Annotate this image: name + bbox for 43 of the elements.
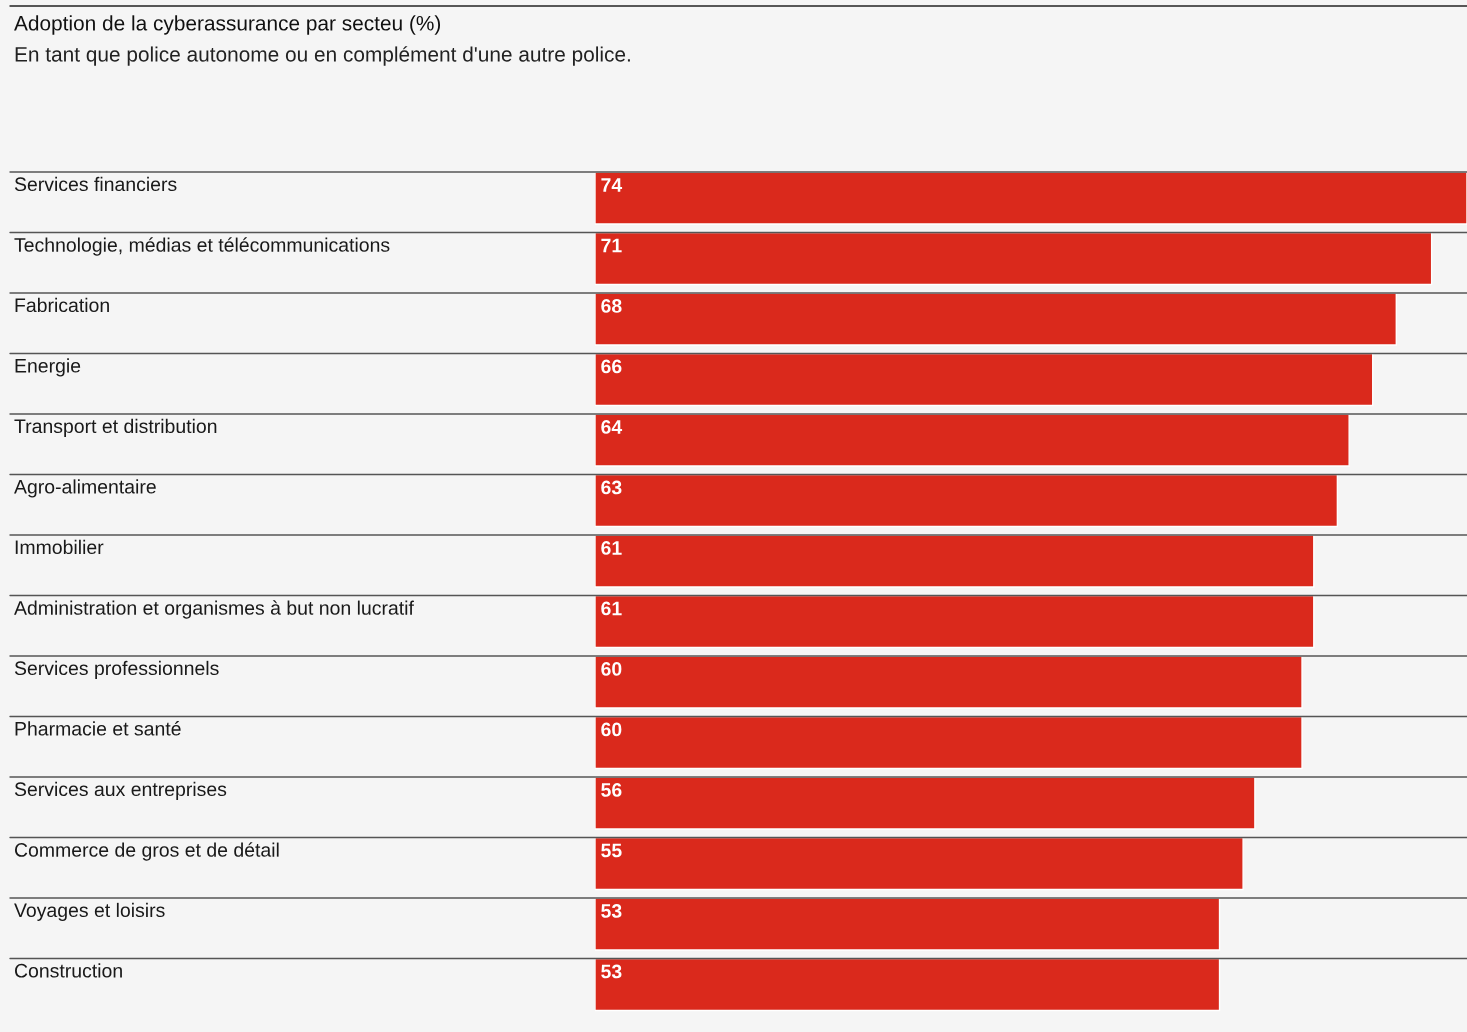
y-tick-label: Services aux entreprises	[14, 781, 227, 800]
y-tick-label: Commerce de gros et de détail	[14, 842, 279, 861]
y-tick-label: Technologie, médias et télécommunications	[14, 237, 390, 256]
bar	[595, 534, 1315, 588]
text: En tant que police autonome ou en complément d'une autre police.	[15, 46, 630, 66]
bar	[595, 231, 1433, 286]
y-tick-label: Transport et distribution	[14, 418, 217, 437]
bar	[595, 655, 1303, 709]
bar	[595, 413, 1350, 467]
y-tick-label: Energie	[15, 358, 81, 377]
data-label: 71	[601, 238, 622, 253]
data-label: 68	[601, 299, 622, 313]
data-label: 61	[601, 601, 622, 616]
bar	[595, 473, 1339, 528]
data-label: 53	[601, 964, 622, 979]
data-label: 66	[601, 359, 622, 374]
bar	[595, 594, 1315, 649]
text: Adoption de la cyberassurance par secteu (%)	[14, 15, 441, 35]
data-label: 63	[601, 480, 622, 495]
y-tick-label: Pharmacie et santé	[15, 721, 181, 736]
y-tick-label: Administration et organismes à but non lucratif	[14, 600, 414, 619]
y-tick-label: Construction	[14, 963, 122, 978]
data-label: 61	[601, 541, 622, 555]
bar	[595, 897, 1221, 951]
data-label: 53	[601, 904, 622, 918]
y-tick-label: Services professionnels	[14, 660, 219, 679]
data-label: 74	[601, 178, 623, 192]
y-tick-label: Services financiers	[14, 176, 177, 192]
data-label: 64	[601, 420, 623, 434]
bar	[595, 715, 1303, 770]
y-tick-label: Immobilier	[15, 539, 104, 555]
data-label: 60	[601, 662, 622, 676]
bar	[595, 292, 1397, 346]
y-tick-label: Fabrication	[15, 297, 109, 313]
bar	[595, 957, 1221, 1012]
y-tick-label: Voyages et loisirs	[14, 902, 165, 921]
y-tick-label: Agro-alimentaire	[14, 479, 156, 498]
bar	[595, 776, 1256, 830]
data-label: 56	[601, 783, 622, 797]
bar	[595, 352, 1374, 407]
bar	[595, 836, 1244, 891]
data-label: 60	[601, 722, 622, 737]
data-label: 55	[601, 843, 622, 858]
